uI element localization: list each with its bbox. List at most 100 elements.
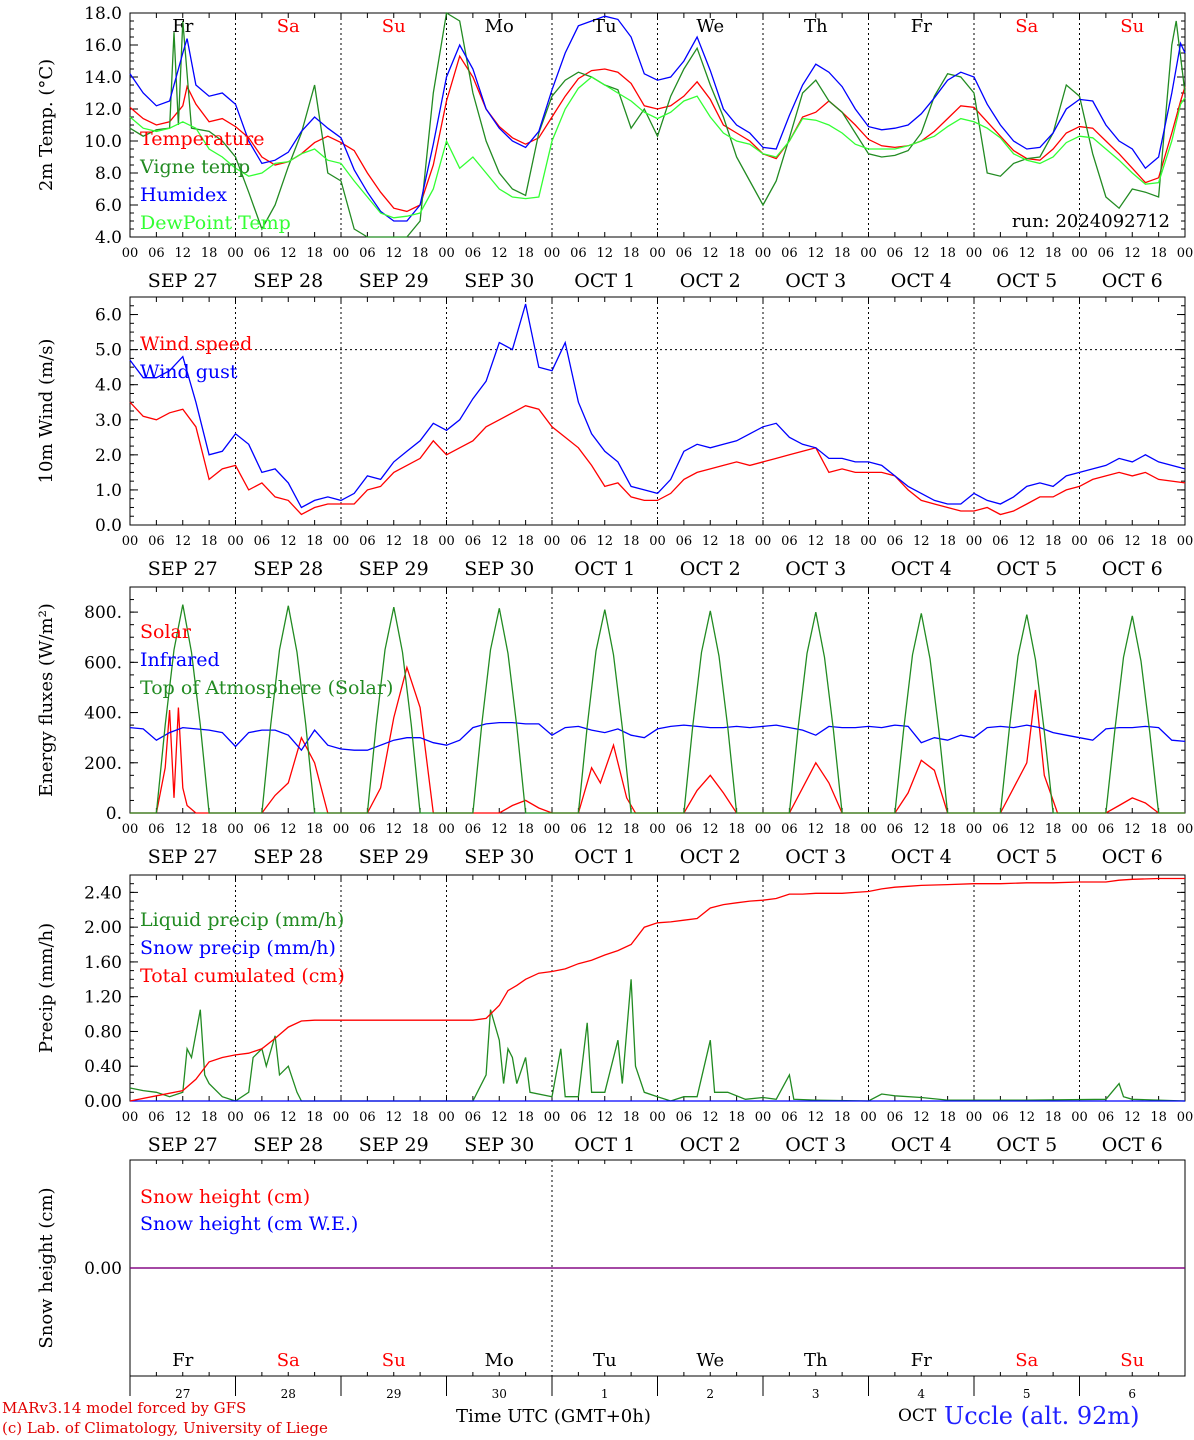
hour-tick-label: 00 bbox=[1071, 246, 1088, 261]
hour-tick-label: 12 bbox=[1124, 822, 1141, 837]
hour-tick-label: 06 bbox=[1098, 246, 1115, 261]
date-label: SEP 27 bbox=[148, 1134, 218, 1156]
hour-tick-label: 18 bbox=[1150, 1110, 1167, 1125]
date-label: OCT 2 bbox=[680, 1134, 741, 1156]
hour-tick-label: 18 bbox=[728, 246, 745, 261]
hour-tick-label: 06 bbox=[676, 534, 693, 549]
bottom-day-name: Su bbox=[382, 1350, 406, 1371]
hour-tick-label: 12 bbox=[385, 246, 402, 261]
bottom-day-number: 28 bbox=[281, 1387, 296, 1401]
hour-tick-label: 18 bbox=[201, 534, 218, 549]
date-label: OCT 6 bbox=[1102, 1134, 1163, 1156]
date-label: SEP 29 bbox=[359, 558, 429, 580]
legend-entry: Vigne temp bbox=[139, 156, 250, 178]
top-day-name: Fr bbox=[911, 16, 932, 37]
y-tick-label: 0. bbox=[106, 804, 122, 824]
legend-entry: Wind speed bbox=[140, 333, 252, 355]
hour-tick-label: 06 bbox=[254, 1110, 271, 1125]
hour-tick-label: 00 bbox=[1071, 822, 1088, 837]
hour-tick-label: 18 bbox=[201, 246, 218, 261]
hour-tick-label: 06 bbox=[676, 246, 693, 261]
bottom-day-name: Tu bbox=[593, 1350, 617, 1371]
hour-tick-label: 12 bbox=[385, 822, 402, 837]
top-day-name: Sa bbox=[1015, 16, 1038, 37]
hour-tick-label: 00 bbox=[227, 1110, 244, 1125]
hour-tick-label: 18 bbox=[517, 534, 534, 549]
y-axis-label: Energy fluxes (W/m²) bbox=[36, 603, 57, 797]
hour-tick-label: 00 bbox=[122, 1110, 139, 1125]
hour-tick-label: 18 bbox=[412, 534, 429, 549]
date-label: SEP 29 bbox=[359, 1134, 429, 1156]
y-tick-label: 10.0 bbox=[84, 132, 122, 152]
y-axis-label: Precip (mm/h) bbox=[36, 923, 57, 1053]
hour-tick-label: 00 bbox=[649, 822, 666, 837]
hour-tick-label: 18 bbox=[306, 534, 323, 549]
hour-tick-label: 00 bbox=[1177, 1110, 1194, 1125]
series-line bbox=[129, 76, 1186, 219]
hour-tick-label: 00 bbox=[966, 1110, 983, 1125]
series-line bbox=[129, 15, 1186, 222]
hour-tick-label: 18 bbox=[939, 822, 956, 837]
y-tick-label: 1.60 bbox=[84, 953, 122, 973]
hour-tick-label: 06 bbox=[148, 1110, 165, 1125]
hour-tick-label: 18 bbox=[834, 246, 851, 261]
date-label: OCT 3 bbox=[785, 846, 846, 868]
hour-tick-label: 06 bbox=[570, 822, 587, 837]
hour-tick-label: 00 bbox=[227, 822, 244, 837]
date-label: OCT 1 bbox=[574, 846, 635, 868]
month-label: OCT bbox=[898, 1406, 937, 1426]
y-axis-label: 2m Temp. (°C) bbox=[36, 59, 57, 191]
hour-tick-label: 06 bbox=[359, 822, 376, 837]
top-day-name: Fr bbox=[172, 16, 193, 37]
hour-tick-label: 06 bbox=[465, 822, 482, 837]
hour-tick-label: 00 bbox=[438, 534, 455, 549]
hour-tick-label: 18 bbox=[728, 822, 745, 837]
legend-entry: DewPoint Temp bbox=[140, 212, 291, 234]
y-tick-label: 0.00 bbox=[84, 1092, 122, 1112]
hour-tick-label: 00 bbox=[1071, 1110, 1088, 1125]
hour-tick-label: 06 bbox=[887, 534, 904, 549]
panel-frame bbox=[129, 296, 1186, 526]
hour-tick-label: 12 bbox=[913, 1110, 930, 1125]
hour-tick-label: 00 bbox=[544, 822, 561, 837]
date-label: SEP 30 bbox=[464, 846, 534, 868]
hour-tick-label: 00 bbox=[1177, 246, 1194, 261]
hour-tick-label: 12 bbox=[491, 246, 508, 261]
hour-tick-label: 12 bbox=[913, 246, 930, 261]
legend-entry: Liquid precip (mm/h) bbox=[140, 909, 344, 931]
date-label: OCT 2 bbox=[680, 558, 741, 580]
top-day-name: We bbox=[696, 16, 724, 37]
hour-tick-label: 18 bbox=[939, 534, 956, 549]
date-label: OCT 1 bbox=[574, 270, 635, 292]
date-label: SEP 28 bbox=[253, 270, 323, 292]
hour-tick-label: 06 bbox=[781, 1110, 798, 1125]
top-day-name: Tu bbox=[593, 16, 617, 37]
legend-entry: Temperature bbox=[140, 128, 264, 150]
series-line bbox=[129, 979, 1186, 1102]
hour-tick-label: 12 bbox=[280, 246, 297, 261]
hour-tick-label: 06 bbox=[781, 534, 798, 549]
hour-tick-label: 12 bbox=[596, 1110, 613, 1125]
hour-tick-label: 12 bbox=[174, 246, 191, 261]
date-label: OCT 2 bbox=[680, 846, 741, 868]
hour-tick-label: 06 bbox=[992, 822, 1009, 837]
hour-tick-label: 06 bbox=[1098, 1110, 1115, 1125]
hour-tick-label: 12 bbox=[174, 534, 191, 549]
hour-tick-label: 18 bbox=[1045, 822, 1062, 837]
hour-tick-label: 12 bbox=[702, 534, 719, 549]
series-line bbox=[130, 604, 1185, 814]
hour-tick-label: 06 bbox=[992, 1110, 1009, 1125]
date-label: SEP 27 bbox=[148, 270, 218, 292]
hour-tick-label: 18 bbox=[306, 822, 323, 837]
hour-tick-label: 00 bbox=[649, 534, 666, 549]
hour-tick-label: 12 bbox=[385, 534, 402, 549]
hour-tick-label: 12 bbox=[807, 246, 824, 261]
hour-tick-label: 00 bbox=[122, 822, 139, 837]
date-label: SEP 29 bbox=[359, 846, 429, 868]
hour-tick-label: 12 bbox=[702, 1110, 719, 1125]
hour-tick-label: 18 bbox=[201, 1110, 218, 1125]
series-line bbox=[130, 665, 1185, 814]
legend-entry: Solar bbox=[140, 621, 192, 643]
hour-tick-label: 06 bbox=[148, 534, 165, 549]
